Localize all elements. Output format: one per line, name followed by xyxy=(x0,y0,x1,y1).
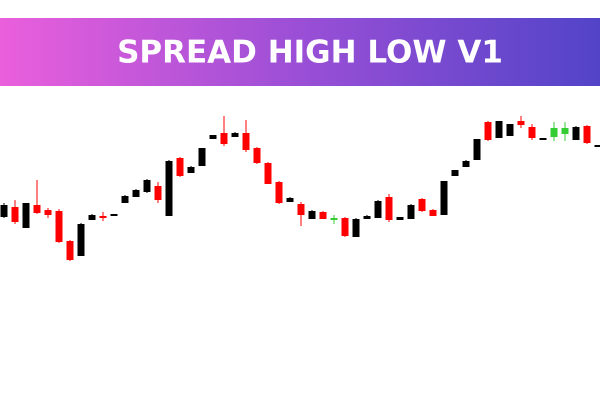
candle-body xyxy=(286,198,294,202)
candle-body xyxy=(187,167,195,173)
candle-body xyxy=(22,203,30,228)
chart-title: SPREAD HIGH LOW V1 xyxy=(117,35,503,71)
candle-body xyxy=(495,121,503,138)
candle-body xyxy=(297,204,305,215)
candle-body xyxy=(550,128,558,137)
candle-body xyxy=(341,218,349,236)
candle-body xyxy=(451,170,459,176)
candle-body xyxy=(308,211,316,219)
candle-body xyxy=(11,207,19,222)
candle-body xyxy=(77,224,85,256)
candle-body xyxy=(99,216,107,218)
candle-body xyxy=(132,190,140,197)
candle-body xyxy=(385,197,393,220)
candle-body xyxy=(198,148,206,166)
candle-body xyxy=(440,181,448,215)
candle-body xyxy=(165,161,173,216)
candle-body xyxy=(396,217,404,220)
candle-body xyxy=(264,163,272,184)
candle-body xyxy=(33,205,41,213)
candle-body xyxy=(44,210,52,215)
candle-body xyxy=(506,124,514,136)
candle-body xyxy=(176,158,184,176)
candle-body xyxy=(407,205,415,219)
candle-body xyxy=(253,148,261,163)
candle-body xyxy=(374,201,382,218)
candle-body xyxy=(0,205,8,217)
candle-body xyxy=(319,212,327,219)
candle-body xyxy=(110,214,118,216)
candle-body xyxy=(418,199,426,211)
candle-body xyxy=(594,145,600,147)
candle-body xyxy=(528,127,536,138)
candle-body xyxy=(572,127,580,140)
candle-body xyxy=(88,215,96,220)
candle-body xyxy=(352,219,360,237)
header-band xyxy=(0,18,600,86)
candle-body xyxy=(143,180,151,192)
candle-body xyxy=(473,139,481,160)
candle-body xyxy=(583,126,591,143)
candle-body xyxy=(517,121,525,125)
candle-body xyxy=(429,210,437,216)
candle-body xyxy=(242,133,250,150)
candle-body xyxy=(209,135,217,139)
candle-body xyxy=(462,161,470,167)
candle-body xyxy=(561,128,569,134)
candle-body xyxy=(121,196,129,203)
candle-body xyxy=(220,133,228,144)
candle-body xyxy=(275,182,283,203)
candle-body xyxy=(539,138,547,140)
candle-body xyxy=(330,218,338,220)
candle-body xyxy=(363,216,371,219)
candle-body xyxy=(484,122,492,140)
candle-body xyxy=(154,186,162,200)
candle-body xyxy=(55,211,63,242)
candle-body xyxy=(231,133,239,137)
candle-body xyxy=(66,241,74,260)
